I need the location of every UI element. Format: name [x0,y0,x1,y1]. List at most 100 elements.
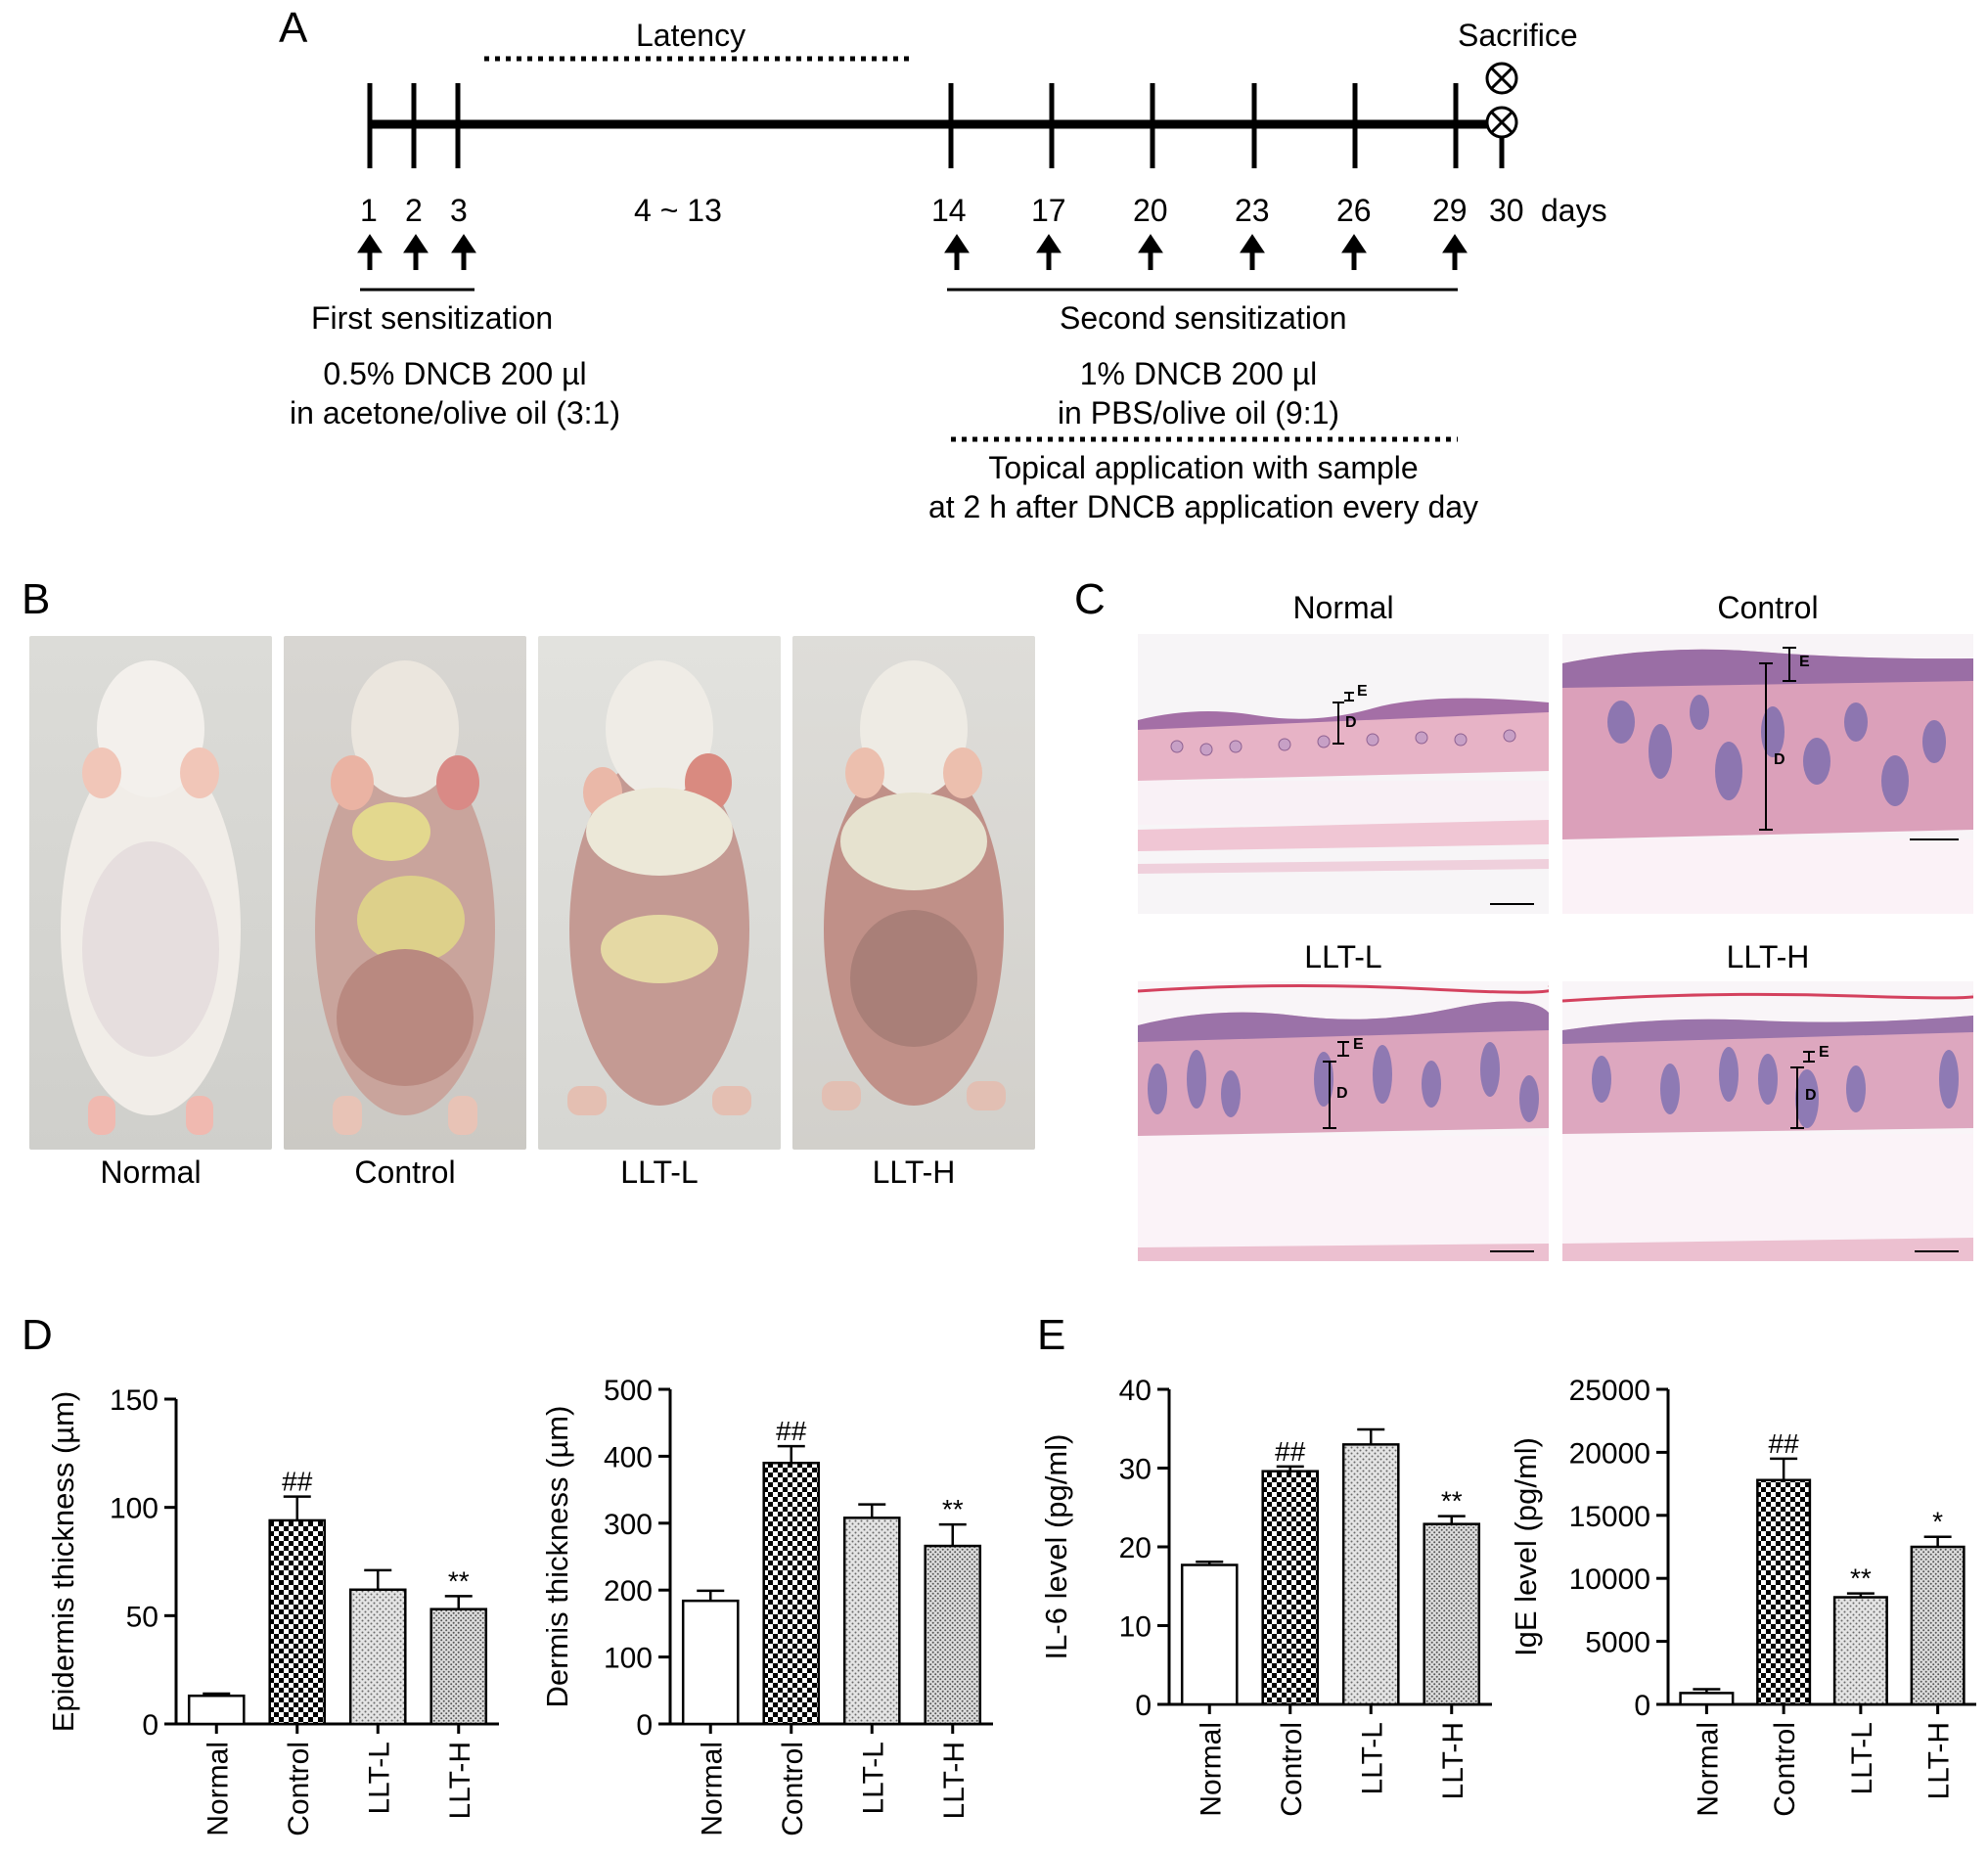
mouse-image [822,660,1006,1110]
bar [348,1588,407,1726]
y-tick-label: 25000 [1569,1375,1650,1407]
bar [268,1518,327,1726]
bar [1832,1596,1888,1706]
significance-mark: ** [1850,1563,1872,1594]
first-sensitization-title: First sensitization [311,300,554,336]
first-sensitization-vehicle: in acetone/olive oil (3:1) [290,395,620,430]
category-label: LLT-L [1356,1722,1388,1795]
first-sensitization-dose: 0.5% DNCB 200 µl [323,356,587,391]
category-label: LLT-H [444,1742,476,1819]
y-axis-label: Dermis thickness (µm) [540,1406,574,1708]
days-unit-label: days [1541,193,1607,228]
histology-title-llt-h: LLT-H [1726,939,1810,974]
category-label: LLT-H [1923,1722,1956,1799]
category-label: LLT-L [1846,1722,1878,1795]
day-label: 2 [405,193,423,228]
photo-label-normal: Normal [100,1155,202,1190]
second-sensitization-vehicle: in PBS/olive oil (9:1) [1057,395,1340,430]
topical-application-line2: at 2 h after DNCB application every day [927,489,1479,524]
mouse-photo-llt-h [792,636,1035,1150]
sacrifice-label: Sacrifice [1458,18,1578,53]
bar [924,1544,982,1726]
category-label: Control [777,1742,809,1836]
histology-title-normal: Normal [1292,590,1394,625]
mouse-photo-control [284,636,526,1150]
histology-title-llt-l: LLT-L [1304,939,1382,974]
mouse-image [315,660,495,1135]
day-label: 3 [450,193,468,228]
timeline-ticks [367,83,1505,168]
bar [1341,1443,1400,1706]
histology-title-control: Control [1717,590,1819,625]
category-label: Control [1276,1722,1308,1817]
day-label: 4 ~ 13 [634,193,722,228]
y-axis-label: Epidermis thickness (µm) [46,1391,80,1733]
significance-mark: ## [1769,1428,1800,1459]
y-tick-label: 0 [636,1709,653,1742]
y-tick-label: 50 [126,1601,158,1633]
second-sensitization-dose: 1% DNCB 200 µl [1079,356,1318,391]
y-tick-label: 20 [1119,1532,1152,1564]
epidermis-label: E [1357,683,1368,700]
bar [1756,1478,1812,1706]
photo-label-control: Control [354,1155,456,1190]
histology-image-normal: E D [1138,634,1549,914]
application-arrows [357,234,1468,270]
histology-image-llt-h: E D [1562,981,1973,1261]
category-label: Control [283,1742,315,1836]
y-tick-label: 300 [604,1509,653,1541]
category-label: LLT-H [1437,1722,1469,1799]
category-label: LLT-L [857,1742,889,1815]
day-label: 26 [1336,193,1372,228]
y-tick-label: 10 [1119,1611,1152,1644]
category-label: Control [1769,1722,1801,1817]
y-axis-label: IL-6 level (pg/ml) [1039,1434,1073,1660]
y-tick-label: 10000 [1569,1563,1650,1596]
histology-image-control: E D [1562,634,1973,914]
mouse-photo-llt-l [538,636,781,1150]
y-tick-label: 40 [1119,1375,1152,1407]
y-tick-label: 0 [1135,1690,1152,1722]
bar [187,1694,246,1726]
bar [1423,1522,1481,1706]
day-label: 20 [1133,193,1168,228]
significance-mark: ** [448,1565,470,1596]
bar [681,1599,740,1726]
significance-mark: * [1932,1507,1943,1537]
y-tick-label: 20000 [1569,1437,1650,1470]
dermis-label: D [1805,1087,1817,1104]
y-tick-label: 15000 [1569,1501,1650,1533]
epidermis-label: E [1799,654,1810,670]
category-label: Normal [1692,1722,1724,1817]
category-label: LLT-L [363,1742,395,1815]
day-label: 23 [1235,193,1270,228]
timeline-diagram [357,56,1518,442]
significance-mark: ## [1275,1436,1306,1467]
y-tick-label: 150 [110,1384,158,1417]
y-tick-label: 500 [604,1375,653,1407]
y-tick-label: 0 [1634,1690,1650,1722]
bar [1261,1470,1320,1706]
y-tick-label: 100 [604,1643,653,1675]
day-label: 17 [1031,193,1066,228]
bar [842,1517,901,1726]
panel-label-d: D [22,1311,53,1359]
day-label: 14 [931,193,967,228]
mouse-image [61,660,241,1135]
second-sensitization-title: Second sensitization [1060,300,1347,336]
category-label: LLT-H [938,1742,971,1819]
panel-label-e: E [1037,1311,1066,1359]
y-tick-label: 5000 [1585,1627,1650,1659]
category-label: Normal [696,1742,728,1836]
day-label: 30 [1489,193,1524,228]
bar [1910,1545,1965,1706]
panel-label-b: B [22,575,51,623]
photo-label-llt-h: LLT-H [872,1155,956,1190]
day-label: 29 [1432,193,1468,228]
panel-label-a: A [279,4,308,52]
bar [1679,1692,1735,1706]
significance-mark: ## [776,1416,807,1446]
mouse-image [567,660,751,1115]
y-tick-label: 0 [142,1709,158,1742]
